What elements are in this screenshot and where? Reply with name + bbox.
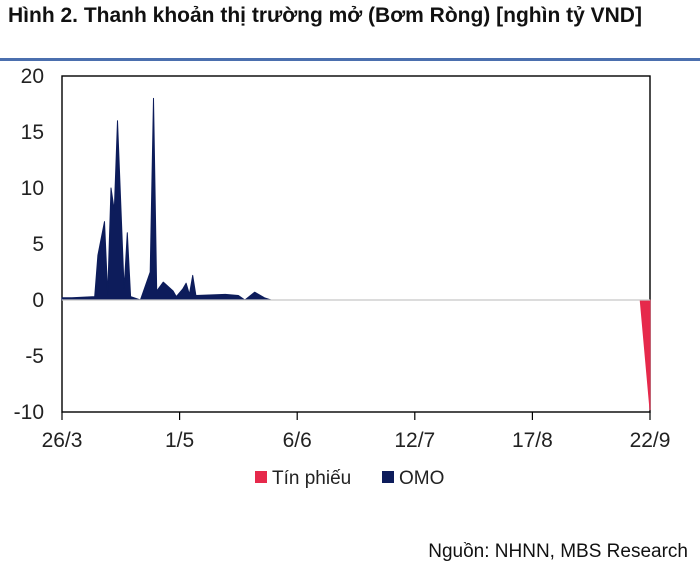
series-area-omo xyxy=(61,97,272,301)
x-tick-label: 26/3 xyxy=(42,429,83,452)
legend: Tín phiếu OMO xyxy=(255,468,444,489)
open-market-liquidity-chart: 20 15 10 5 0 -5 -10 26/3 1/5 6/6 12/7 17/8 22/9 Tín… xyxy=(14,65,671,489)
x-tick-label: 12/7 xyxy=(394,429,435,452)
legend-swatch xyxy=(255,471,267,483)
x-tick-label: 1/5 xyxy=(165,429,194,452)
legend-label: OMO xyxy=(399,468,444,489)
y-tick-label: 5 xyxy=(32,233,44,256)
source-note: Nguồn: NHNN, MBS Research xyxy=(428,541,688,562)
y-tick-label: 0 xyxy=(32,289,44,312)
title-underline xyxy=(0,58,700,61)
plot-frame xyxy=(61,75,651,413)
x-tick-label: 17/8 xyxy=(512,429,553,452)
x-axis-ticks: 26/3 1/5 6/6 12/7 17/8 22/9 xyxy=(42,412,671,452)
legend-label: Tín phiếu xyxy=(272,468,351,489)
y-tick-label: 20 xyxy=(21,65,44,88)
series-layer xyxy=(61,97,651,411)
x-tick-label: 6/6 xyxy=(283,429,312,452)
y-tick-label: -10 xyxy=(14,401,44,424)
y-tick-label: -5 xyxy=(25,345,44,368)
y-axis-ticks: 20 15 10 5 0 -5 -10 xyxy=(14,65,44,424)
y-tick-label: 15 xyxy=(21,121,44,144)
chart-title: Hình 2. Thanh khoản thị trường mở (Bơm R… xyxy=(8,4,642,27)
legend-swatch xyxy=(382,471,394,483)
series-area-tin-phieu xyxy=(639,299,651,411)
y-tick-label: 10 xyxy=(21,177,44,200)
x-tick-label: 22/9 xyxy=(630,429,671,452)
